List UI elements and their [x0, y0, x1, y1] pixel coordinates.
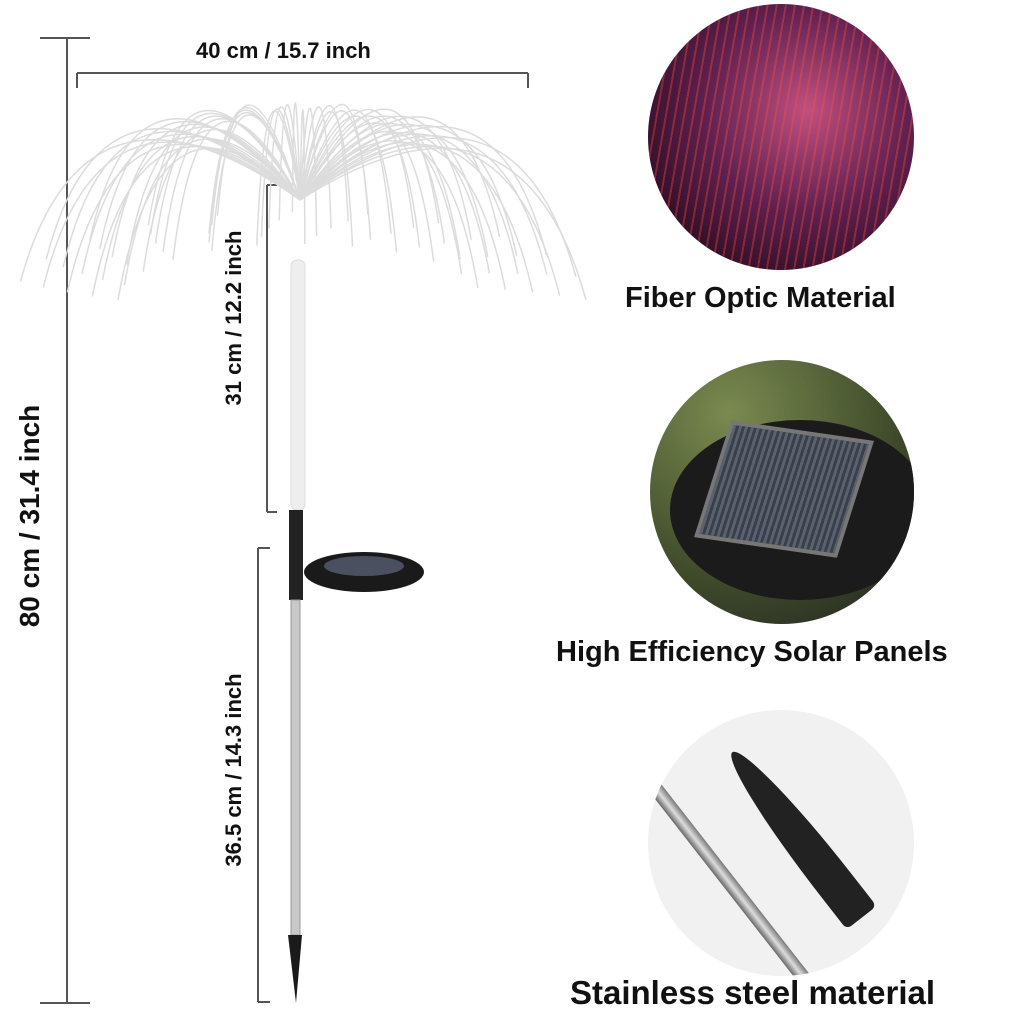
steel-stake-photo [648, 710, 914, 976]
fiber-optic-photo [648, 4, 914, 270]
feature-caption: Fiber Optic Material [625, 282, 896, 314]
total-height-label: 80 cm / 31.4 inch [14, 404, 45, 628]
feature-caption: Stainless steel material [570, 974, 936, 1011]
stake-height-label: 36.5 cm / 14.3 inch [221, 673, 246, 867]
feature-caption: High Efficiency Solar Panels [556, 636, 948, 668]
light-height-label: 31 cm / 12.2 inch [221, 230, 246, 406]
fiber-optic-head [19, 102, 587, 301]
light-stake [288, 259, 424, 1003]
solar-panel-photo [650, 360, 914, 624]
width-label: 40 cm / 15.7 inch [196, 38, 371, 63]
